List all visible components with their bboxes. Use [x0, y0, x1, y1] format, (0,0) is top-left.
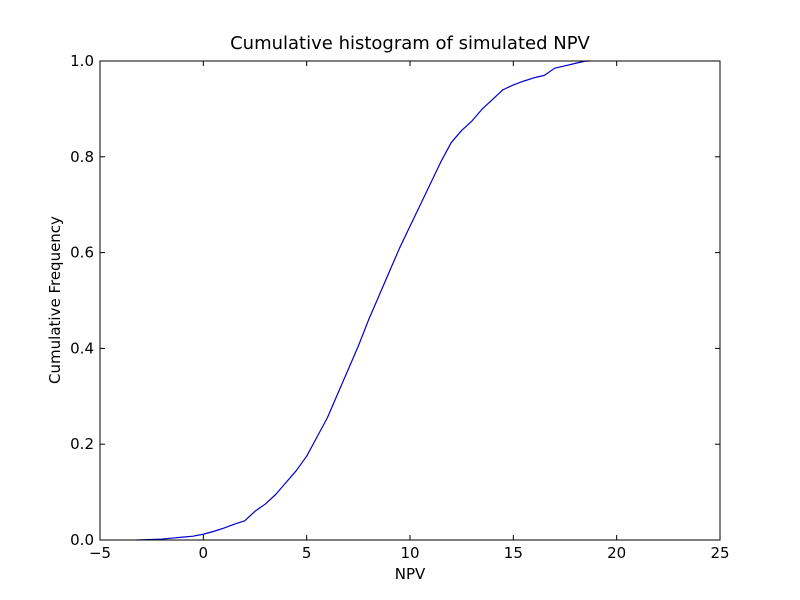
chart-title: Cumulative histogram of simulated NPV — [230, 33, 590, 54]
plot-area — [137, 60, 590, 541]
x-axis: −5 0 5 10 15 20 25 — [89, 61, 730, 562]
y-tick-label: 0.4 — [70, 339, 94, 357]
x-tick-label: 15 — [504, 544, 523, 562]
y-tick-label: 0.6 — [70, 244, 94, 262]
y-axis: 0.0 0.2 0.4 0.6 0.8 1.0 — [70, 52, 720, 549]
x-tick-label: 20 — [607, 544, 626, 562]
plot-frame — [99, 60, 721, 541]
y-tick-label: 0.8 — [70, 148, 94, 166]
x-tick-label: 10 — [400, 544, 419, 562]
y-tick-label: 0.0 — [70, 531, 94, 549]
series-line — [137, 60, 590, 541]
y-axis-label: Cumulative Frequency — [46, 216, 64, 384]
x-axis-label: NPV — [395, 565, 426, 583]
y-tick-label: 1.0 — [70, 52, 94, 70]
y-tick-label: 0.2 — [70, 435, 94, 453]
x-tick-label: 0 — [199, 544, 209, 562]
x-tick-label: 25 — [710, 544, 729, 562]
x-tick-label: 5 — [302, 544, 312, 562]
x-tick-label: −5 — [89, 544, 111, 562]
